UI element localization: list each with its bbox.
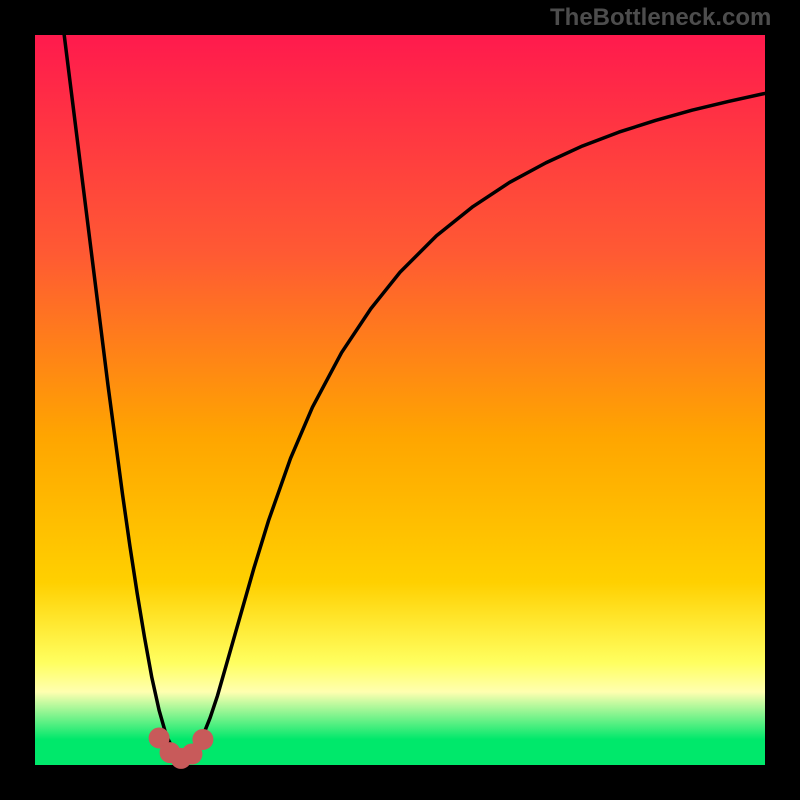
watermark-text: TheBottleneck.com <box>550 4 771 32</box>
chart-frame: TheBottleneck.com <box>0 0 800 800</box>
bottleneck-curve-chart <box>0 0 800 800</box>
highlight-marker <box>193 729 213 749</box>
bottleneck-curve <box>64 35 765 758</box>
highlight-markers <box>149 728 213 768</box>
